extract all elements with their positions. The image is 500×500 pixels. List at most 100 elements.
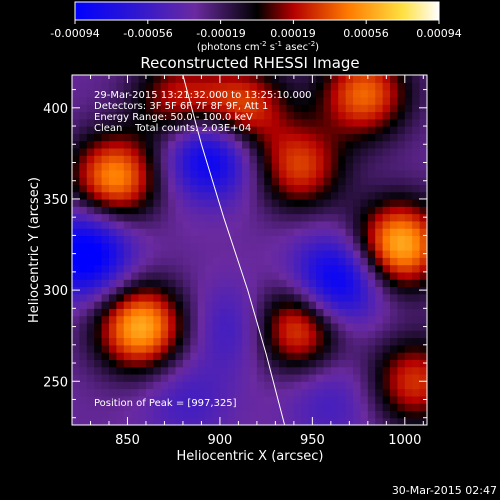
heatmap-cell	[79, 75, 88, 83]
heatmap-cell	[116, 344, 125, 353]
heatmap-cell	[79, 220, 88, 229]
heatmap-cell	[205, 228, 214, 237]
heatmap-cell	[345, 250, 354, 258]
heatmap-cell	[338, 191, 347, 200]
heatmap-cell	[212, 403, 221, 412]
heatmap-cell	[397, 381, 406, 390]
heatmap-cell	[182, 279, 191, 288]
heatmap-cell	[79, 373, 88, 382]
heatmap-cell	[412, 228, 421, 237]
heatmap-cell	[175, 257, 184, 266]
colorbar-tick-label-3: 0.00019	[270, 27, 316, 40]
heatmap-cell	[175, 359, 184, 368]
heatmap-cell	[234, 352, 243, 360]
heatmap-cell	[330, 257, 339, 266]
heatmap-cell	[279, 140, 288, 149]
heatmap-cell	[101, 344, 110, 353]
heatmap-cell	[131, 388, 140, 397]
heatmap-cell	[94, 96, 103, 105]
heatmap-cell	[264, 82, 273, 91]
heatmap-cell	[264, 337, 273, 346]
heatmap-cell	[168, 293, 177, 302]
heatmap-cell	[323, 271, 332, 280]
heatmap-cell	[131, 315, 140, 324]
heatmap-cell	[367, 220, 376, 229]
heatmap-cell	[367, 381, 376, 390]
heatmap-cell	[353, 381, 362, 390]
heatmap-cell	[353, 104, 362, 113]
heatmap-cell	[205, 279, 214, 288]
y-tick-label-250: 250	[43, 375, 68, 390]
heatmap-cell	[138, 330, 147, 339]
heatmap-cell	[367, 147, 376, 156]
heatmap-cell	[197, 184, 206, 193]
heatmap-cell	[397, 257, 406, 266]
heatmap-cell	[153, 315, 162, 324]
heatmap-cell	[197, 220, 206, 229]
heatmap-cell	[108, 191, 117, 200]
heatmap-cell	[412, 155, 421, 164]
heatmap-cell	[175, 264, 184, 273]
heatmap-cell	[227, 381, 236, 390]
heatmap-cell	[293, 162, 302, 171]
heatmap-cell	[256, 352, 265, 360]
heatmap-cell	[131, 403, 140, 412]
heatmap-cell	[116, 242, 125, 251]
heatmap-cell	[108, 352, 117, 360]
heatmap-cell	[79, 417, 88, 425]
heatmap-cell	[375, 118, 384, 127]
heatmap-cell	[168, 169, 177, 178]
heatmap-cell	[293, 75, 302, 83]
heatmap-cell	[397, 301, 406, 309]
heatmap-cell	[293, 322, 302, 331]
heatmap-cell	[72, 184, 80, 193]
heatmap-cell	[256, 89, 265, 98]
heatmap-cell	[72, 191, 80, 200]
heatmap-cell	[271, 315, 280, 324]
heatmap-cell	[86, 359, 95, 368]
heatmap-cell	[375, 242, 384, 251]
heatmap-cell	[360, 315, 369, 324]
heatmap-cell	[190, 198, 199, 207]
heatmap-cell	[227, 162, 236, 171]
heatmap-cell	[279, 337, 288, 346]
heatmap-cell	[168, 155, 177, 164]
heatmap-cell	[160, 228, 169, 237]
heatmap-cell	[72, 133, 80, 142]
heatmap-cell	[301, 133, 310, 142]
heatmap-cell	[94, 75, 103, 83]
heatmap-cell	[316, 395, 325, 404]
heatmap-cell	[145, 220, 154, 229]
heatmap-cell	[234, 315, 243, 324]
heatmap-cell	[197, 395, 206, 404]
heatmap-cell	[72, 242, 80, 251]
heatmap-cell	[86, 162, 95, 171]
heatmap-cell	[138, 257, 147, 266]
heatmap-cell	[404, 191, 413, 200]
heatmap-cell	[145, 228, 154, 237]
heatmap-cell	[301, 162, 310, 171]
heatmap-cell	[330, 177, 339, 185]
heatmap-cell	[108, 388, 117, 397]
heatmap-cell	[160, 82, 169, 91]
heatmap-cell	[338, 213, 347, 222]
heatmap-cell	[153, 147, 162, 156]
heatmap-cell	[153, 133, 162, 142]
heatmap-cell	[79, 395, 88, 404]
heatmap-cell	[168, 242, 177, 251]
heatmap-cell	[330, 184, 339, 193]
heatmap-cell	[94, 410, 103, 419]
heatmap-cell	[108, 373, 117, 382]
heatmap-cell	[308, 250, 317, 258]
heatmap-cell	[419, 352, 427, 360]
heatmap-cell	[256, 147, 265, 156]
heatmap-cell	[72, 388, 80, 397]
heatmap-cell	[72, 264, 80, 273]
heatmap-cell	[249, 147, 258, 156]
heatmap-cell	[353, 330, 362, 339]
heatmap-cell	[382, 213, 391, 222]
heatmap-cell	[182, 140, 191, 149]
heatmap-cell	[316, 308, 325, 317]
heatmap-cell	[72, 206, 80, 215]
